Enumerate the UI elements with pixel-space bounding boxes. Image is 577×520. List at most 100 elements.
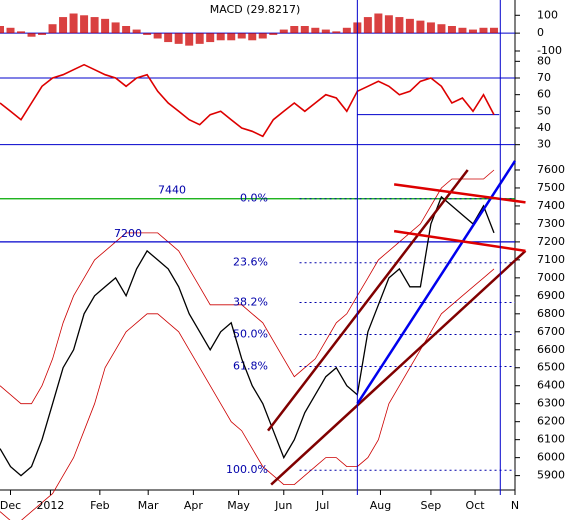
macd-bar bbox=[6, 27, 15, 34]
x-tick-label: Jun bbox=[274, 499, 292, 512]
x-tick-label: Sep bbox=[421, 499, 442, 512]
series-line bbox=[0, 63, 495, 138]
macd-bar bbox=[405, 18, 414, 34]
x-tick-label: Aug bbox=[370, 499, 391, 512]
x-tick-label: Apr bbox=[184, 499, 204, 512]
macd-bar bbox=[489, 27, 498, 34]
macd-bar bbox=[227, 33, 236, 41]
y-tick-label: 7200 bbox=[537, 235, 565, 248]
x-tick-label: Feb bbox=[90, 499, 109, 512]
y-tick-label: 70 bbox=[537, 71, 551, 84]
macd-bar bbox=[426, 22, 435, 34]
macd-bar bbox=[237, 33, 246, 39]
macd-bar bbox=[38, 33, 47, 35]
macd-bar bbox=[27, 33, 36, 37]
y-tick-label: 7400 bbox=[537, 199, 565, 212]
fib-label: 38.2% bbox=[233, 295, 268, 308]
macd-title: MACD (29.8217) bbox=[210, 3, 301, 16]
macd-bar bbox=[80, 15, 89, 34]
y-tick-label: 6800 bbox=[537, 307, 565, 320]
macd-bar bbox=[269, 33, 278, 35]
y-tick-label: 80 bbox=[537, 54, 551, 67]
macd-bar bbox=[69, 13, 78, 34]
series-line bbox=[0, 195, 495, 477]
upper-band bbox=[0, 169, 495, 405]
y-tick-label: 5900 bbox=[537, 469, 565, 482]
x-tick-label: Dec bbox=[0, 499, 21, 512]
trend-line bbox=[393, 229, 526, 253]
macd-bar bbox=[279, 29, 288, 34]
macd-bar bbox=[416, 20, 425, 34]
y-tick-label: 6000 bbox=[537, 451, 565, 464]
y-tick-label: 6400 bbox=[537, 379, 565, 392]
trend-line bbox=[267, 169, 469, 432]
y-tick-label: 6700 bbox=[537, 325, 565, 338]
fib-label: 100.0% bbox=[226, 463, 268, 476]
x-tick-label: Jul bbox=[315, 499, 329, 512]
macd-bar bbox=[321, 29, 330, 34]
fib-label: 61.8% bbox=[233, 359, 268, 372]
y-tick-label: 6500 bbox=[537, 361, 565, 374]
y-tick-label: 6600 bbox=[537, 343, 565, 356]
trend-line bbox=[356, 160, 517, 405]
macd-bar bbox=[437, 24, 446, 34]
macd-bar bbox=[458, 27, 467, 34]
macd-bar bbox=[374, 13, 383, 34]
macd-bar bbox=[132, 29, 141, 34]
macd-bar bbox=[101, 18, 110, 34]
macd-bar bbox=[164, 33, 173, 43]
x-tick-label: 2012 bbox=[36, 499, 64, 512]
macd-bar bbox=[479, 27, 488, 34]
trend-line bbox=[270, 249, 527, 486]
macd-bar bbox=[290, 26, 299, 34]
macd-bar bbox=[258, 33, 267, 39]
level-label: 7200 bbox=[114, 227, 142, 240]
macd-bar bbox=[195, 33, 204, 44]
y-tick-label: 30 bbox=[537, 138, 551, 151]
y-tick-label: 7300 bbox=[537, 217, 565, 230]
y-tick-label: 6200 bbox=[537, 415, 565, 428]
macd-bar bbox=[468, 29, 477, 34]
y-tick-label: 7500 bbox=[537, 181, 565, 194]
macd-bar bbox=[395, 17, 404, 34]
macd-bar bbox=[248, 33, 257, 41]
macd-bar bbox=[143, 33, 152, 35]
y-tick-label: 6300 bbox=[537, 397, 565, 410]
macd-bar bbox=[59, 17, 68, 34]
macd-bar bbox=[206, 33, 215, 43]
fib-label: 0.0% bbox=[240, 192, 268, 205]
macd-bar bbox=[363, 17, 372, 34]
macd-bar bbox=[300, 26, 309, 34]
y-tick-label: 7100 bbox=[537, 253, 565, 266]
macd-bar bbox=[311, 27, 320, 34]
macd-bar bbox=[384, 15, 393, 34]
y-tick-label: 7600 bbox=[537, 163, 565, 176]
y-tick-label: 60 bbox=[537, 88, 551, 101]
x-tick-label: May bbox=[227, 499, 250, 512]
macd-bar bbox=[332, 31, 341, 34]
macd-bar bbox=[216, 33, 225, 41]
y-tick-label: 7000 bbox=[537, 271, 565, 284]
level-label: 7440 bbox=[158, 184, 186, 197]
x-tick-label: Mar bbox=[138, 499, 159, 512]
y-tick-label: 50 bbox=[537, 104, 551, 117]
y-tick-label: 6900 bbox=[537, 289, 565, 302]
lower-band bbox=[0, 268, 495, 520]
y-tick-label: 6100 bbox=[537, 433, 565, 446]
macd-bar bbox=[111, 22, 120, 34]
macd-bar bbox=[122, 26, 131, 34]
macd-bar bbox=[174, 33, 183, 44]
trend-line bbox=[393, 183, 526, 204]
macd-bar bbox=[185, 33, 194, 46]
macd-bar bbox=[48, 24, 57, 34]
macd-bar bbox=[153, 33, 162, 39]
macd-bar bbox=[342, 27, 351, 34]
fib-label: 50.0% bbox=[233, 327, 268, 340]
fib-label: 23.6% bbox=[233, 256, 268, 269]
x-tick-label: N bbox=[511, 499, 519, 512]
y-tick-label: 100 bbox=[537, 8, 558, 21]
y-tick-label: 0 bbox=[537, 26, 544, 39]
macd-bar bbox=[90, 17, 99, 34]
